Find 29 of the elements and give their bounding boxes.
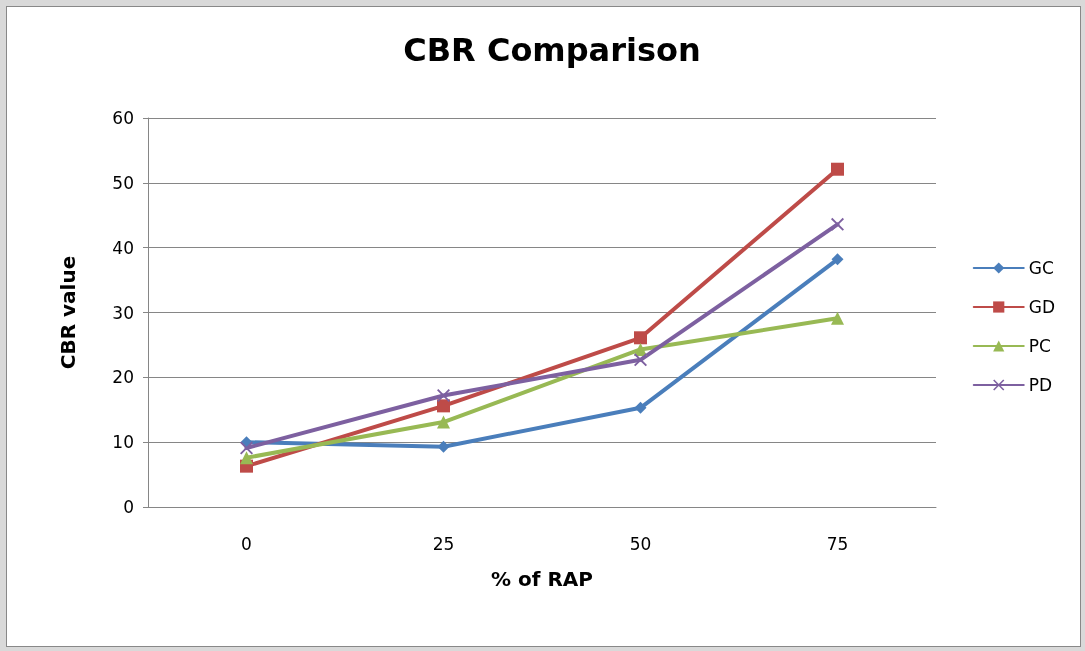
y-tick-label: 50 [112,172,134,193]
y-tick-label: 10 [112,432,134,453]
point [437,388,450,402]
x-tick-label: 50 [629,533,652,554]
point [240,451,253,465]
chart-title: CBR Comparison [403,31,701,69]
point [437,415,450,429]
x-axis-title: % of RAP [491,567,593,591]
point [831,217,844,231]
point [437,399,450,413]
y-tick-label: 30 [112,302,134,323]
y-tick-label: 0 [123,497,134,517]
point [634,401,647,414]
x-tick-label: 25 [432,533,455,554]
point [634,331,647,345]
point [831,162,844,176]
x-tick-label: 0 [241,533,252,554]
y-tick-label: 40 [112,237,134,258]
legend-label: GD [1028,297,1055,317]
legend-label: GC [1028,258,1054,278]
y-axis-title: CBR value [56,255,80,370]
y-tick-label: 20 [112,367,134,388]
legend-label: PD [1028,375,1053,395]
point [831,311,844,325]
y-tick-label: 60 [112,108,134,128]
point [634,342,647,356]
legend-label: PC [1028,336,1051,356]
point [831,253,844,266]
x-tick-label: 75 [826,533,849,554]
